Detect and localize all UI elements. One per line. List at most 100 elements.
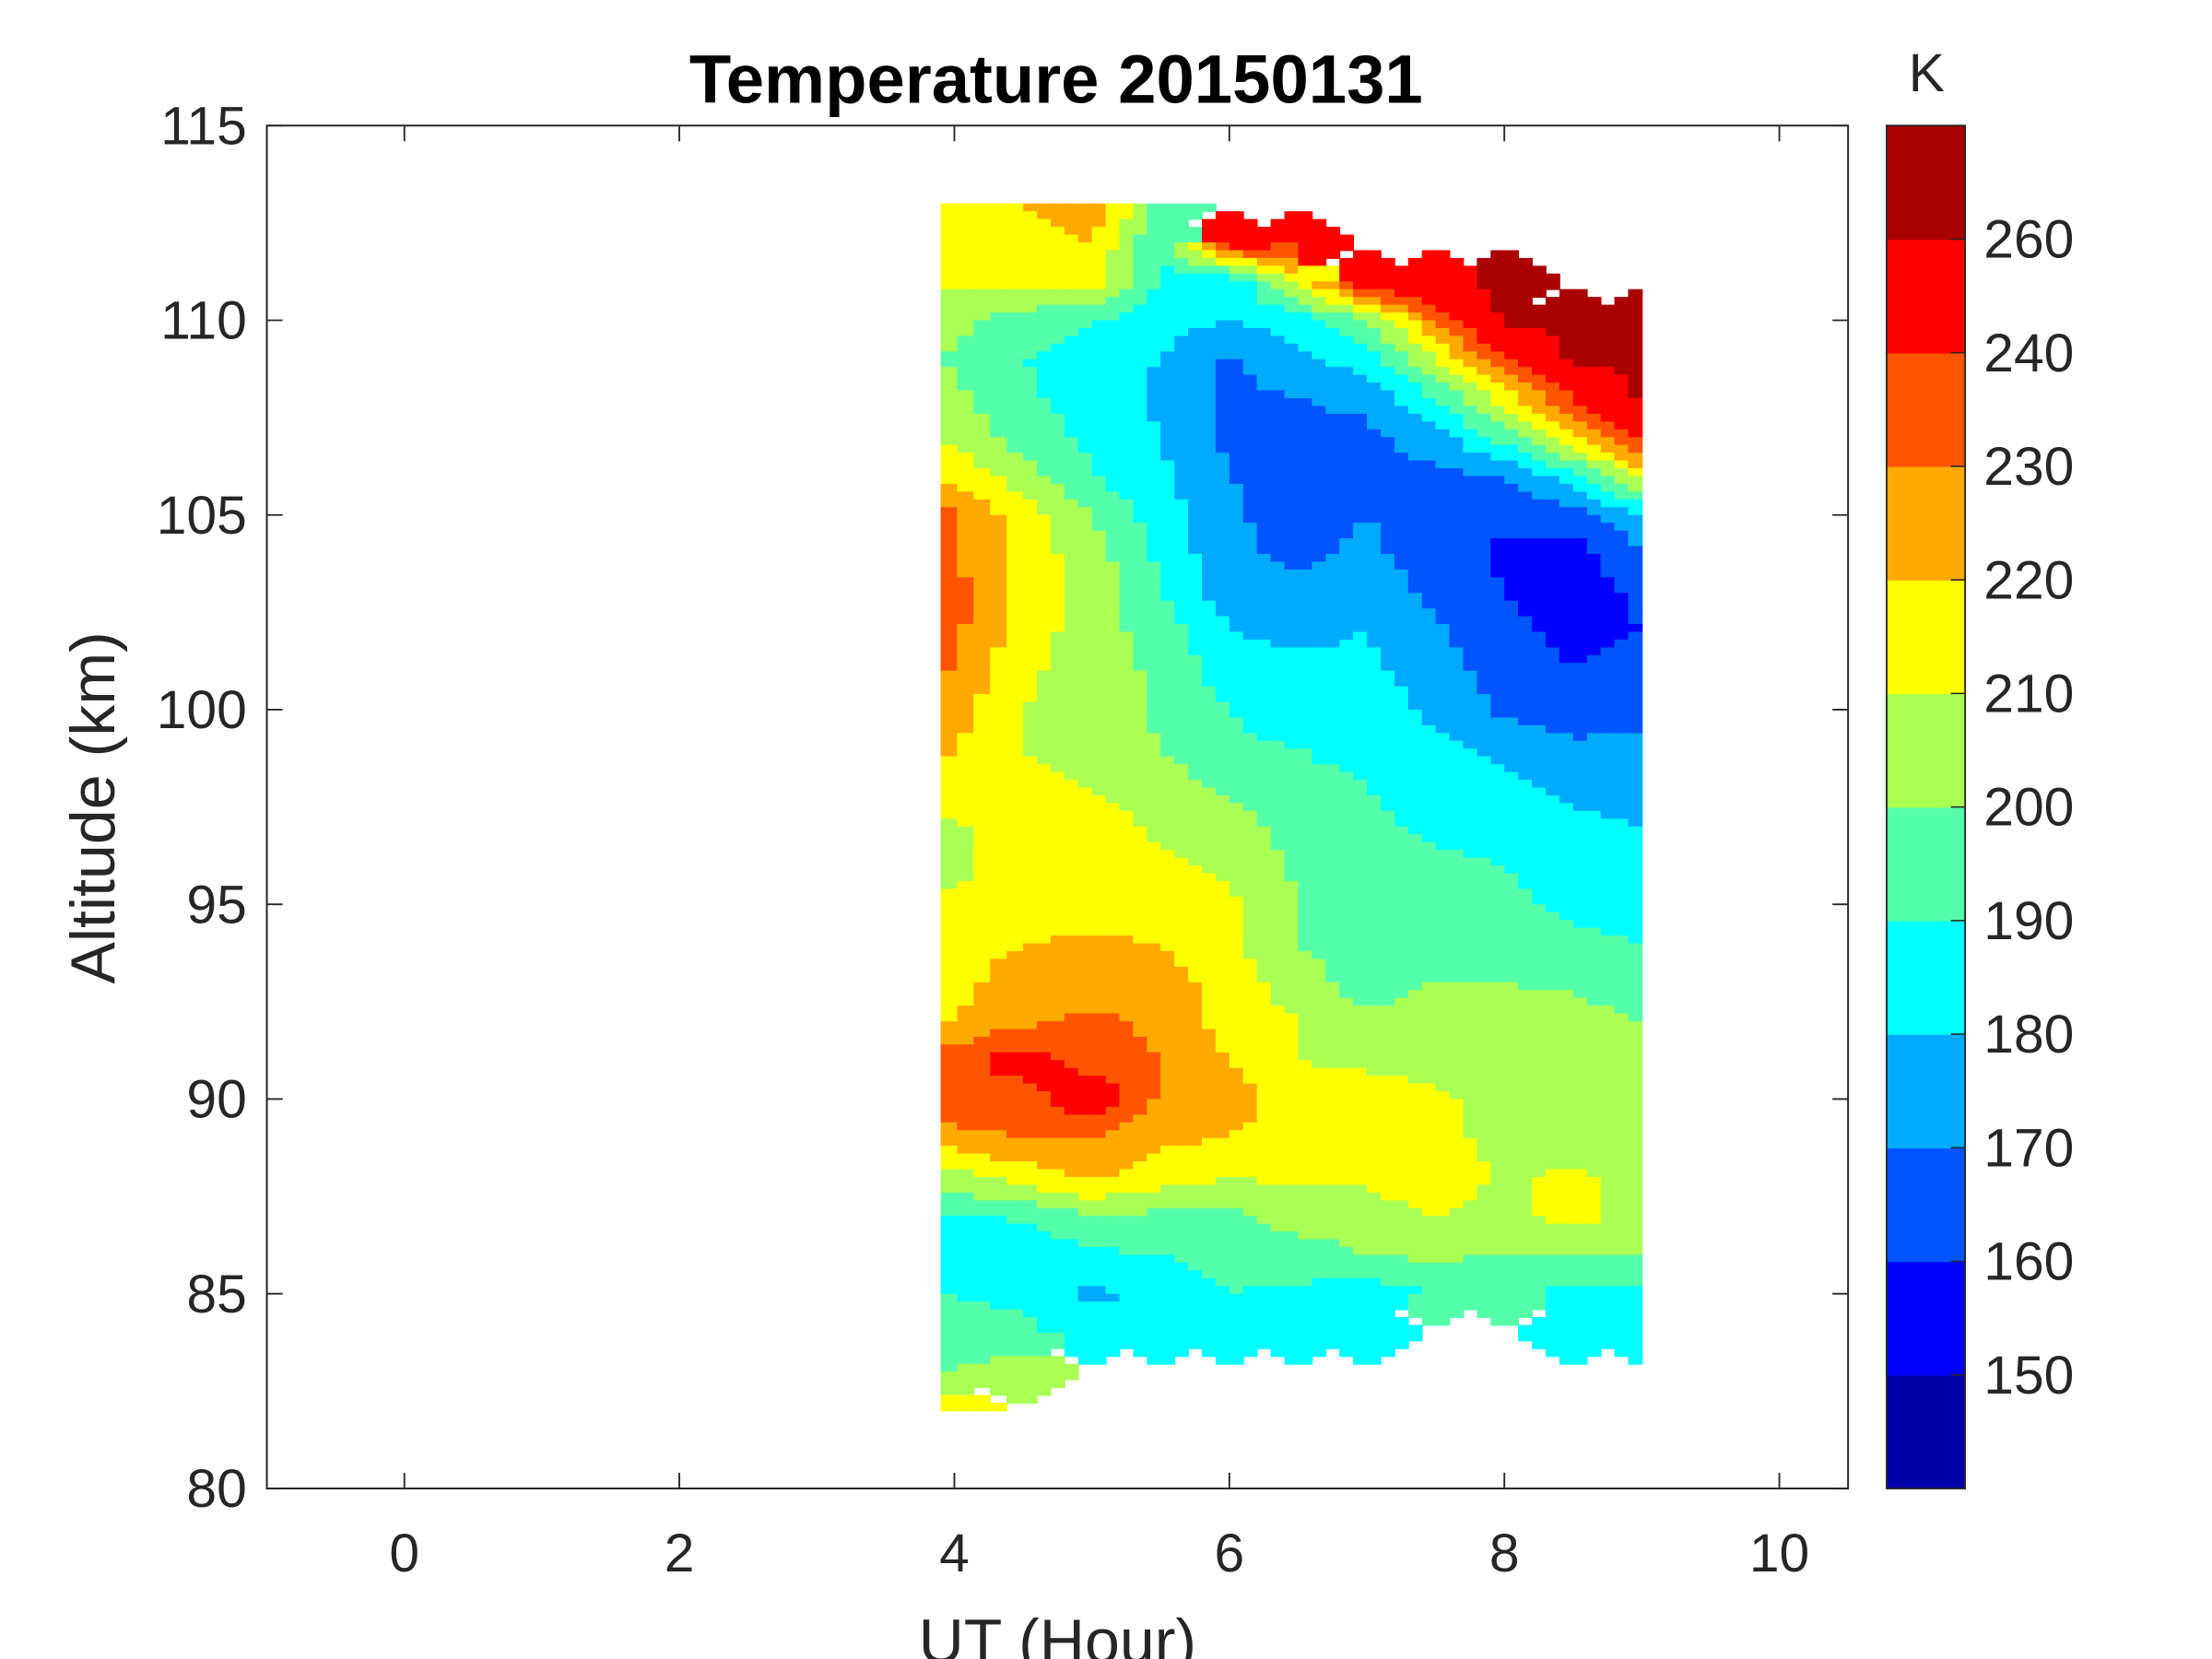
contour-cell — [1586, 491, 1602, 500]
contour-cell — [1463, 359, 1478, 369]
contour-cell — [1160, 320, 1176, 329]
contour-cell — [1463, 639, 1478, 649]
contour-cell — [1339, 616, 1355, 625]
contour-cell — [1367, 453, 1382, 462]
contour-cell — [1477, 950, 1492, 960]
contour-cell — [1229, 724, 1244, 735]
contour-cell — [1435, 335, 1451, 345]
contour-cell — [1477, 561, 1492, 571]
contour-cell — [1353, 920, 1368, 929]
contour-cell — [1586, 966, 1602, 976]
contour-cell — [1339, 678, 1355, 688]
contour-cell — [1077, 943, 1093, 952]
contour-cell — [1023, 686, 1038, 696]
contour-cell — [1242, 654, 1258, 665]
contour-cell — [1201, 218, 1217, 229]
contour-cell — [1545, 593, 1560, 602]
contour-cell — [1188, 818, 1203, 828]
contour-cell — [1077, 982, 1093, 992]
contour-cell — [1160, 865, 1176, 875]
contour-cell — [1380, 912, 1395, 922]
contour-cell — [1242, 990, 1258, 999]
contour-cell — [1050, 686, 1065, 696]
contour-cell — [1325, 920, 1341, 929]
contour-cell — [1160, 421, 1176, 430]
contour-cell — [1284, 546, 1300, 555]
contour-cell — [1188, 771, 1203, 781]
contour-cell — [1105, 1006, 1121, 1015]
contour-cell — [957, 211, 975, 220]
contour-cell — [1105, 701, 1121, 711]
contour-cell — [1023, 748, 1038, 758]
contour-cell — [1188, 974, 1203, 983]
contour-cell — [1215, 257, 1230, 267]
contour-cell — [1036, 561, 1052, 571]
contour-cell — [990, 701, 1008, 711]
contour-cell — [1477, 374, 1492, 384]
contour-cell — [1435, 709, 1451, 719]
contour-cell — [1380, 257, 1395, 267]
contour-cell — [1215, 888, 1230, 898]
contour-cell — [1407, 483, 1423, 493]
contour-cell — [1380, 593, 1395, 602]
contour-cell — [1284, 483, 1300, 493]
contour-cell — [990, 437, 1008, 446]
contour-cell — [1339, 724, 1355, 735]
contour-cell — [1091, 468, 1107, 477]
contour-cell — [1298, 304, 1313, 313]
contour-cell — [1628, 904, 1643, 913]
contour-cell — [1256, 771, 1272, 781]
contour-cell — [1353, 304, 1368, 313]
contour-cell — [1312, 694, 1327, 703]
contour-cell — [1421, 982, 1437, 992]
contour-cell — [1188, 327, 1203, 337]
contour-cell — [1380, 514, 1395, 524]
contour-cell — [1312, 756, 1327, 766]
contour-cell — [1050, 546, 1065, 555]
contour-cell — [1160, 413, 1176, 423]
contour-cell — [1586, 857, 1602, 866]
contour-cell — [1394, 920, 1409, 929]
contour-cell — [1091, 857, 1107, 866]
contour-cell — [1628, 398, 1643, 407]
contour-cell — [1559, 686, 1574, 696]
contour-cell — [1325, 654, 1341, 665]
contour-cell — [1284, 288, 1300, 299]
contour-cell — [1064, 616, 1079, 625]
contour-cell — [1064, 927, 1079, 936]
contour-cell — [1421, 810, 1437, 820]
contour-cell — [1463, 771, 1478, 781]
contour-cell — [1006, 616, 1024, 625]
contour-cell — [1325, 227, 1341, 236]
contour-cell — [1504, 593, 1520, 602]
contour-cell — [1298, 624, 1313, 633]
contour-cell — [1201, 826, 1217, 836]
contour-cell — [1312, 920, 1327, 929]
contour-cell — [1367, 748, 1382, 758]
contour-cell — [1325, 850, 1341, 859]
contour-cell — [1119, 663, 1135, 672]
contour-cell — [1532, 733, 1547, 742]
contour-cell — [957, 756, 975, 766]
contour-cell — [1435, 818, 1451, 828]
contour-cell — [1188, 523, 1203, 532]
contour-cell — [1614, 624, 1630, 633]
contour-cell — [1064, 476, 1079, 485]
contour-cell — [1077, 841, 1093, 852]
contour-cell — [1614, 920, 1630, 929]
contour-cell — [1147, 740, 1162, 750]
contour-cell — [1091, 982, 1107, 992]
contour-cell — [973, 880, 992, 890]
contour-cell — [1353, 584, 1368, 594]
contour-cell — [1064, 538, 1079, 547]
contour-cell — [1256, 398, 1272, 407]
contour-cell — [1160, 367, 1176, 376]
contour-cell — [1380, 561, 1395, 571]
contour-cell — [1133, 227, 1148, 236]
contour-cell — [1256, 818, 1272, 828]
contour-cell — [940, 857, 959, 866]
contour-cell — [1421, 561, 1437, 571]
contour-cell — [1353, 857, 1368, 866]
contour-cell — [1174, 678, 1190, 688]
contour-cell — [1380, 460, 1395, 469]
